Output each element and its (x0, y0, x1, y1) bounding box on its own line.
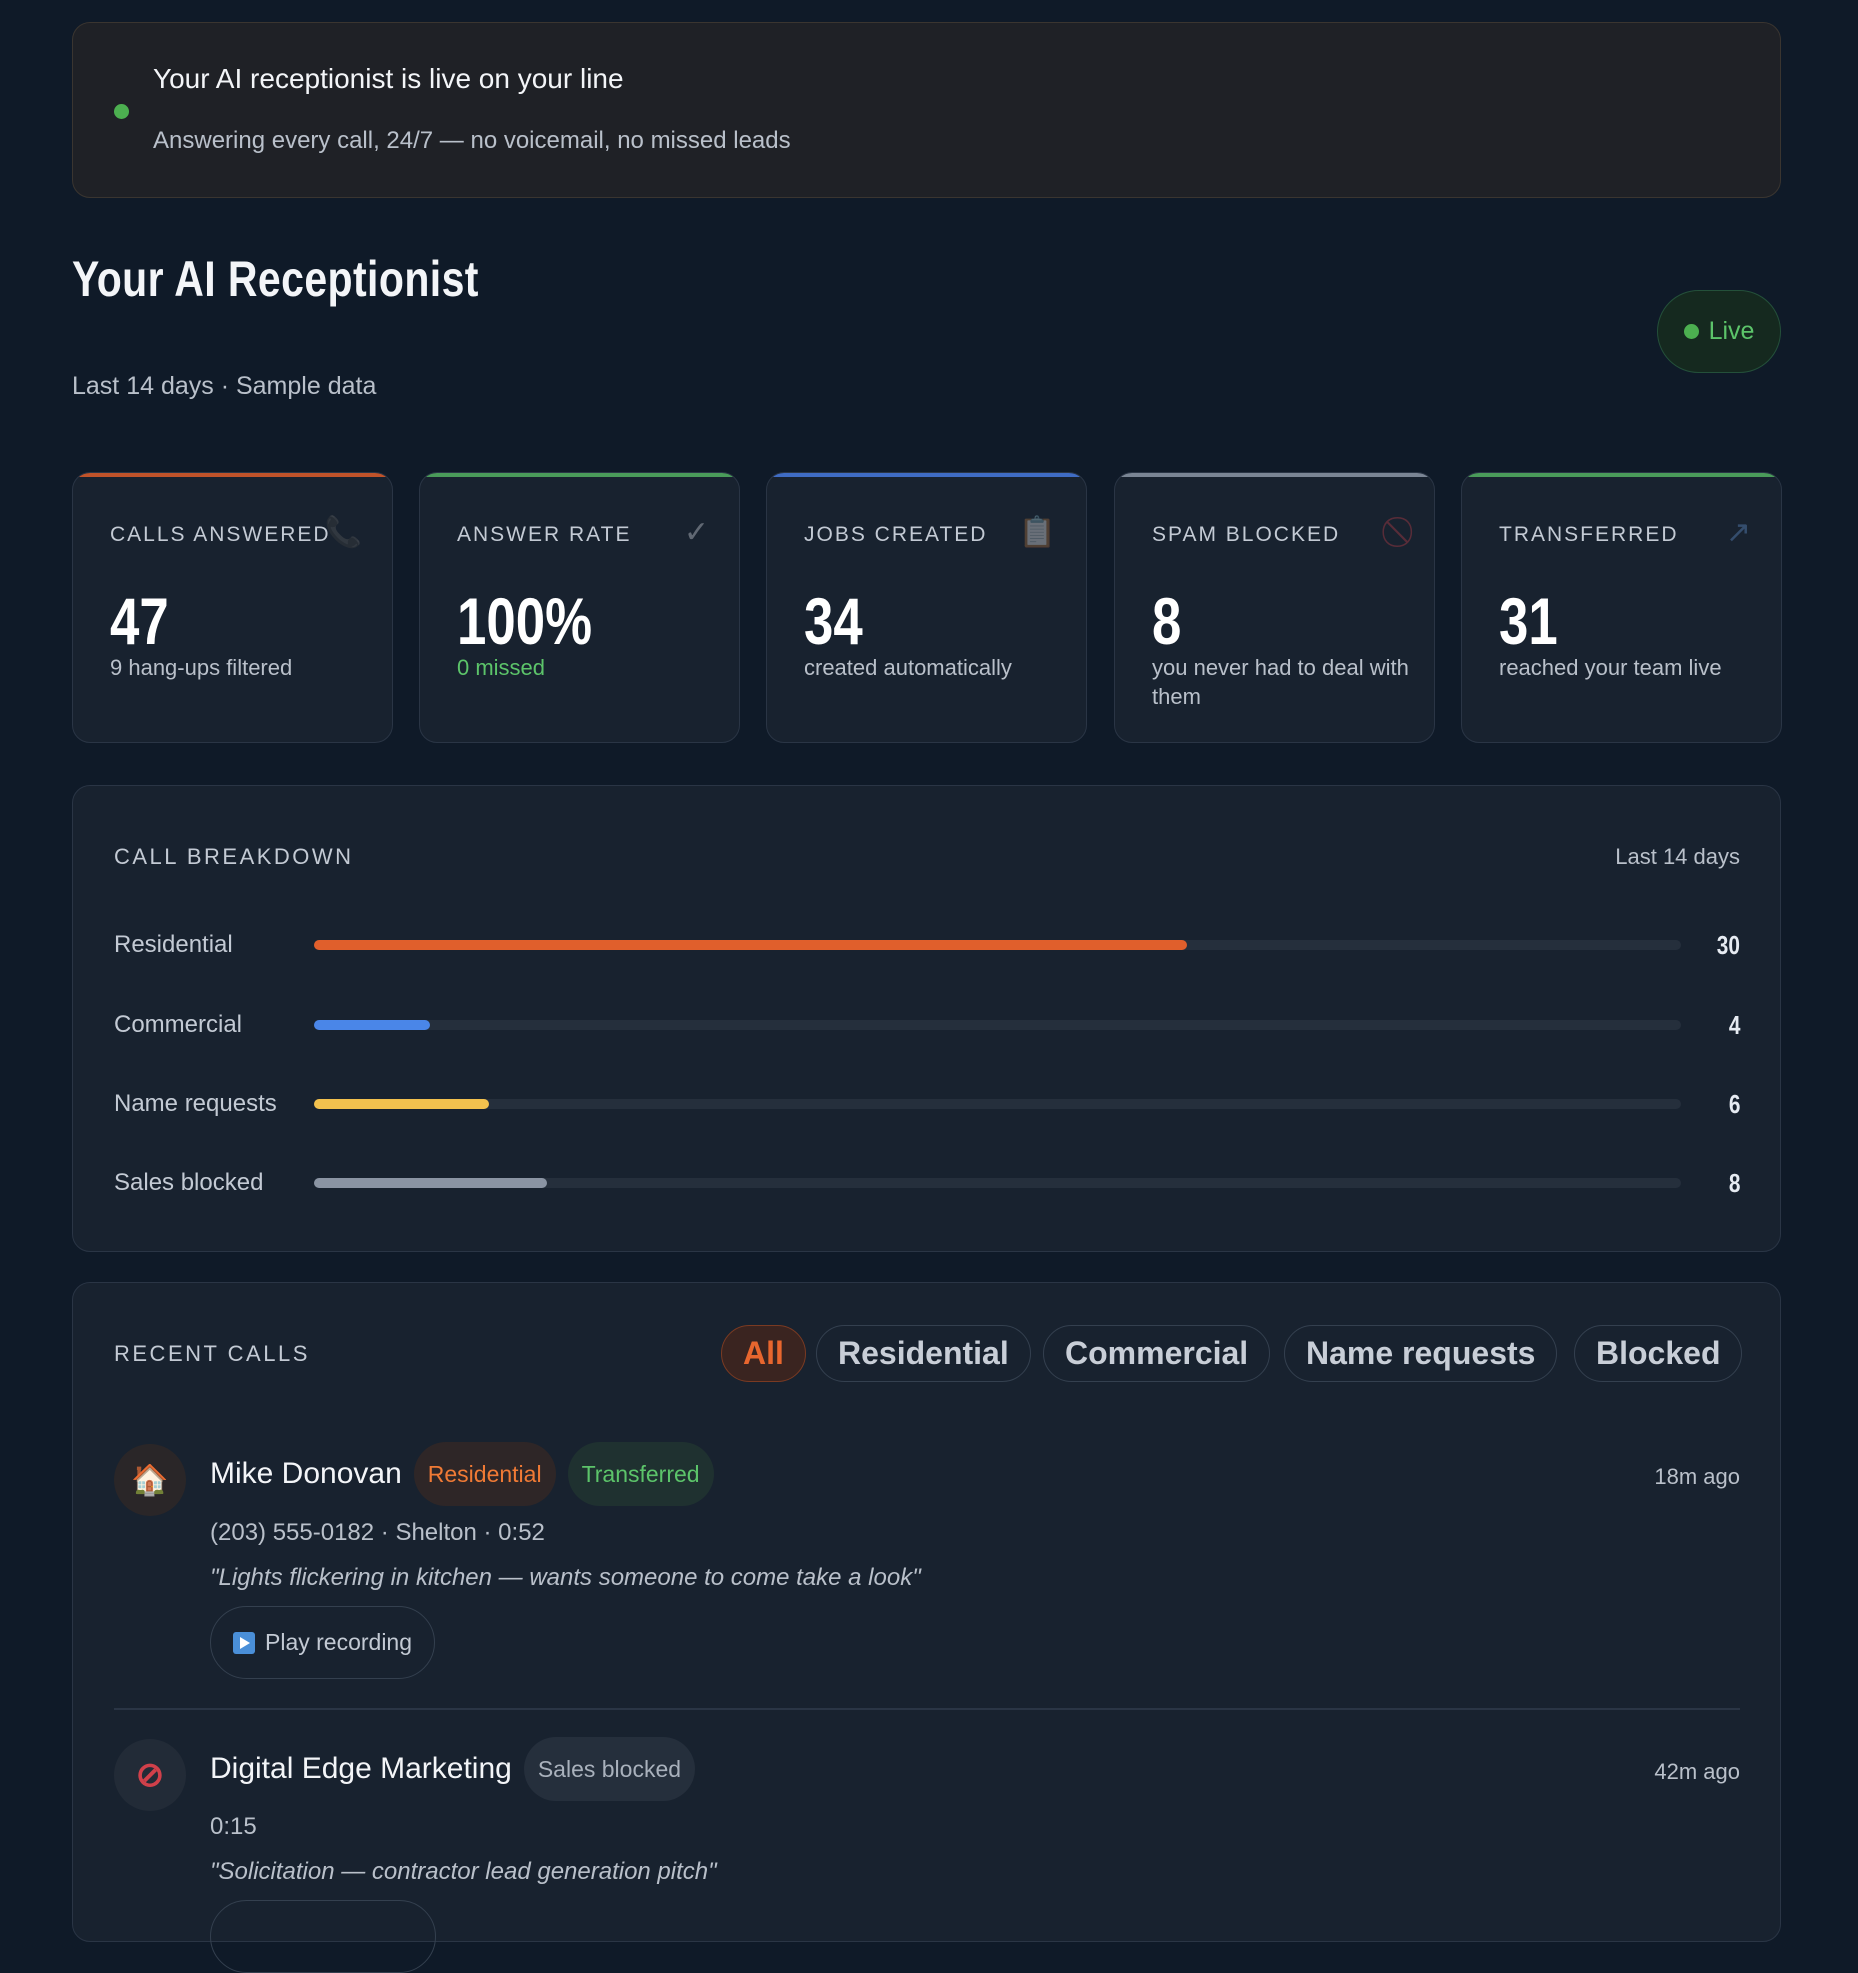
filter-blocked[interactable]: Blocked (1574, 1325, 1743, 1382)
breakdown-value: 30 (1716, 930, 1740, 960)
stat-card-transferred: TRANSFERRED ↗ 31 reached your team live (1461, 472, 1782, 743)
call-header: Mike Donovan Residential Transferred (210, 1442, 714, 1506)
clipboard-icon: 📋 (1018, 516, 1056, 549)
stat-value: 34 (804, 584, 863, 658)
breakdown-fill (314, 1020, 431, 1030)
breakdown-track (314, 1178, 1681, 1188)
live-label: Live (1708, 317, 1755, 345)
stat-value: 8 (1152, 584, 1182, 658)
call-meta: 0:15 (210, 1813, 257, 1840)
status-badge: Sales blocked (523, 1737, 696, 1801)
banner-title: Your AI receptionist is live on your lin… (153, 63, 624, 94)
call-breakdown-panel: CALL BREAKDOWN Last 14 days Residential … (72, 785, 1781, 1252)
breakdown-label: Commercial (114, 1011, 243, 1038)
stat-value: 31 (1499, 584, 1558, 658)
play-icon (233, 1631, 255, 1654)
card-accent (1462, 473, 1781, 477)
stat-sub: you never had to deal with them (1152, 655, 1409, 709)
breakdown-value: 8 (1728, 1168, 1740, 1198)
stat-value: 100% (457, 584, 593, 658)
card-accent (420, 473, 739, 477)
category-badge: Residential (413, 1442, 556, 1506)
stat-card-calls-answered: CALLS ANSWERED 📞 47 9 hang-ups filtered (72, 472, 393, 743)
house-icon: 🏠 (114, 1444, 186, 1516)
stat-label: ANSWER RATE (457, 523, 632, 546)
card-accent (1115, 473, 1434, 477)
live-dot (1683, 324, 1699, 339)
stat-label: TRANSFERRED (1499, 523, 1679, 546)
banner-subtitle: Answering every call, 24/7 — no voicemai… (153, 127, 791, 154)
recent-calls-panel: RECENT CALLS All Residential Commercial … (72, 1282, 1781, 1973)
page-title: Your AI Receptionist (72, 251, 479, 307)
breakdown-value: 6 (1728, 1089, 1740, 1119)
stat-label: SPAM BLOCKED (1152, 523, 1341, 546)
play-recording-button[interactable] (210, 1900, 436, 1973)
stat-card-jobs-created: JOBS CREATED 📋 34 created automatically (766, 472, 1087, 743)
breakdown-track (314, 1099, 1681, 1109)
card-accent (767, 473, 1086, 477)
check-icon: ✓ (683, 516, 709, 549)
live-banner: Your AI receptionist is live on your lin… (72, 22, 1781, 198)
filter-residential[interactable]: Residential (816, 1325, 1031, 1382)
caller-name: Mike Donovan (210, 1457, 402, 1490)
call-time: 18m ago (1654, 1464, 1740, 1489)
filter-all[interactable]: All (721, 1325, 806, 1382)
play-label: Play recording (265, 1629, 413, 1655)
stat-label: CALLS ANSWERED (110, 523, 331, 546)
breakdown-fill (314, 1099, 489, 1109)
phone-icon: 📞 (324, 516, 362, 549)
stat-card-answer-rate: ANSWER RATE ✓ 100% 0 missed (419, 472, 740, 743)
stat-sub: created automatically (804, 655, 1012, 680)
breakdown-label: Residential (114, 931, 233, 958)
breakdown-track (314, 940, 1681, 950)
breakdown-value: 4 (1728, 1010, 1740, 1040)
call-summary: "Solicitation — contractor lead generati… (210, 1858, 717, 1885)
arrow-up-right-icon: ↗ (1725, 516, 1751, 549)
stat-sub: 9 hang-ups filtered (110, 655, 293, 680)
play-recording-button[interactable]: Play recording (210, 1606, 436, 1679)
stat-label: JOBS CREATED (804, 523, 988, 546)
breakdown-fill (314, 1178, 547, 1188)
stat-card-spam-blocked: SPAM BLOCKED ⃠ 8 you never had to deal w… (1114, 472, 1435, 743)
page-subtitle: Last 14 days · Sample data (72, 372, 377, 400)
call-meta: (203) 555-0182 · Shelton · 0:52 (210, 1519, 545, 1546)
recent-calls-title: RECENT CALLS (114, 1341, 310, 1366)
call-header: Digital Edge Marketing Sales blocked (210, 1737, 696, 1801)
breakdown-period: Last 14 days (1615, 844, 1740, 869)
call-time: 42m ago (1654, 1759, 1740, 1784)
prohibited-icon: ⊘ (114, 1739, 186, 1811)
breakdown-fill (314, 940, 1187, 950)
status-badge: Transferred (567, 1442, 714, 1506)
caller-name: Digital Edge Marketing (210, 1752, 512, 1785)
breakdown-label: Name requests (114, 1090, 277, 1117)
breakdown-track (314, 1020, 1681, 1030)
breakdown-title: CALL BREAKDOWN (114, 844, 354, 869)
call-summary: "Lights flickering in kitchen — wants so… (210, 1564, 921, 1591)
stat-sub: reached your team live (1499, 655, 1722, 680)
status-dot (114, 104, 129, 119)
stat-sub: 0 missed (457, 655, 546, 680)
filter-commercial[interactable]: Commercial (1043, 1325, 1271, 1382)
breakdown-label: Sales blocked (114, 1169, 264, 1196)
stat-value: 47 (110, 584, 169, 658)
live-badge: Live (1657, 290, 1781, 373)
divider (114, 1708, 1740, 1710)
card-accent (73, 473, 392, 477)
filter-name-requests[interactable]: Name requests (1284, 1325, 1558, 1382)
